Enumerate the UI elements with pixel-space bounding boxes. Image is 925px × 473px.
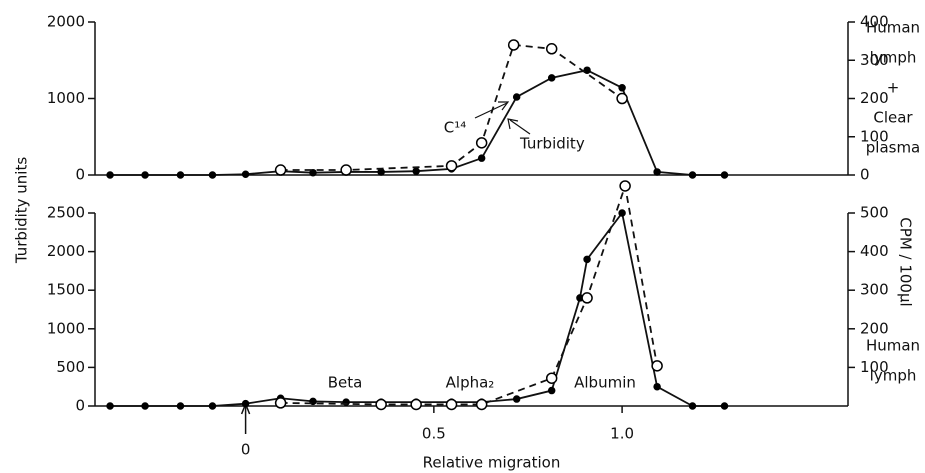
data-point xyxy=(375,398,387,411)
y-tick-label: 1500 xyxy=(47,281,85,299)
data-point xyxy=(377,168,385,176)
data-point xyxy=(477,154,486,162)
series-line xyxy=(110,210,725,407)
data-point xyxy=(176,402,185,410)
data-point xyxy=(176,171,185,179)
y2-tick-label: 100 xyxy=(860,127,889,145)
y2-tick-label: 500 xyxy=(860,204,889,222)
data-point xyxy=(545,43,558,55)
x-axis-label: Relative migration xyxy=(423,454,561,472)
annotation: Human xyxy=(866,19,920,37)
annotation: Clear xyxy=(873,109,913,127)
y2-tick-label: 400 xyxy=(860,13,889,31)
y2-tick-label: 100 xyxy=(860,358,889,376)
y-axis-label: Turbidity units xyxy=(13,157,31,265)
label-arrow xyxy=(474,102,508,119)
y2-tick-label: 200 xyxy=(860,319,889,337)
data-point xyxy=(688,171,697,179)
data-point xyxy=(141,402,149,410)
x-tick-label: 0.5 xyxy=(422,425,446,443)
data-point xyxy=(241,170,250,178)
data-point xyxy=(106,171,114,179)
data-point xyxy=(445,160,458,172)
data-point xyxy=(720,402,729,410)
y2-axis-label: CPM / 100μl xyxy=(897,217,915,306)
data-point xyxy=(545,372,558,384)
series-line xyxy=(110,69,725,176)
x-tick-label: 0 xyxy=(241,441,251,459)
label-arrow xyxy=(509,119,531,135)
data-point xyxy=(445,398,458,411)
data-point xyxy=(410,398,422,411)
data-point xyxy=(547,74,556,82)
y-tick-label: 0 xyxy=(75,166,85,184)
data-point xyxy=(618,84,626,92)
y2-tick-label: 400 xyxy=(860,242,889,260)
y2-tick-label: 200 xyxy=(860,89,889,107)
y-tick-label: 1000 xyxy=(47,319,85,337)
y2-tick-label: 300 xyxy=(860,281,889,299)
annotation: Human xyxy=(866,337,920,355)
series-label: C¹⁴ xyxy=(444,119,467,137)
data-point xyxy=(688,402,697,410)
data-point xyxy=(583,255,591,264)
y-tick-label: 0 xyxy=(75,397,85,415)
data-point xyxy=(208,171,217,179)
data-point xyxy=(274,164,287,176)
data-point xyxy=(581,292,593,304)
data-point xyxy=(720,171,729,179)
data-point xyxy=(340,164,352,176)
series-line xyxy=(280,185,659,406)
arrow-head xyxy=(507,118,519,130)
data-point xyxy=(475,398,488,411)
data-point xyxy=(651,360,663,372)
arrow-head xyxy=(498,101,510,111)
data-point xyxy=(241,399,250,408)
annotation: Alpha₂ xyxy=(446,374,495,392)
y2-tick-label: 300 xyxy=(860,51,889,69)
y-tick-label: 500 xyxy=(56,358,85,376)
data-point xyxy=(141,171,149,179)
annotation: Albumin xyxy=(574,374,636,392)
data-point xyxy=(106,402,114,410)
data-point xyxy=(507,39,520,51)
data-point xyxy=(475,137,488,149)
data-point xyxy=(547,386,556,395)
data-point xyxy=(653,168,661,176)
annotation: lymph xyxy=(870,367,917,385)
data-point xyxy=(653,382,661,391)
data-point xyxy=(618,209,626,217)
annotation: plasma xyxy=(866,139,921,157)
y-tick-label: 2000 xyxy=(47,13,85,31)
data-point xyxy=(616,92,628,105)
series-label: Turbidity xyxy=(519,135,585,153)
annotation: + xyxy=(887,79,900,97)
data-point xyxy=(309,168,317,177)
y-tick-label: 2000 xyxy=(47,242,85,260)
data-point xyxy=(274,397,287,409)
data-point xyxy=(412,167,420,175)
data-point xyxy=(619,180,631,192)
annotation: Beta xyxy=(328,374,363,392)
data-point xyxy=(583,66,591,74)
x-tick-label: 1.0 xyxy=(610,425,634,443)
data-point xyxy=(208,402,217,410)
data-point xyxy=(512,395,521,403)
y-tick-label: 1000 xyxy=(47,89,85,107)
y2-tick-label: 0 xyxy=(860,166,870,184)
y-tick-label: 2500 xyxy=(47,204,85,222)
data-point xyxy=(512,93,521,101)
annotation: lymph xyxy=(870,49,917,67)
